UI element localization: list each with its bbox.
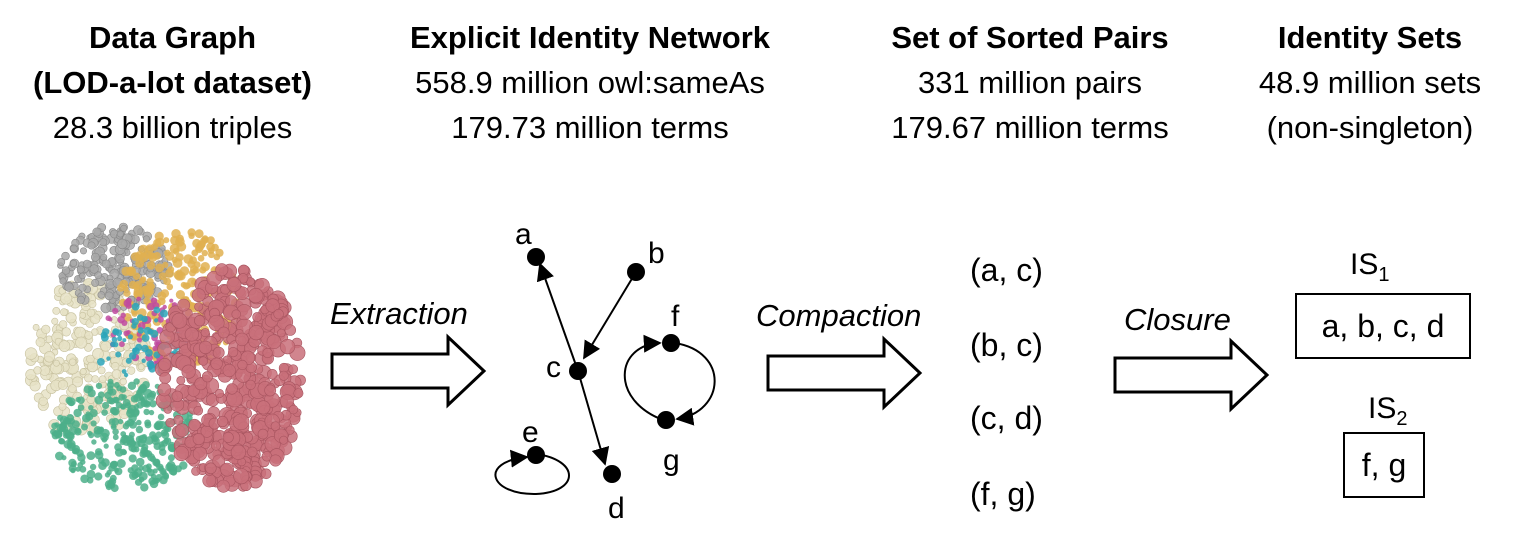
node-c xyxy=(569,362,587,380)
node-d xyxy=(603,465,621,483)
identity-network-line1: 558.9 million owl:sameAs xyxy=(415,65,765,100)
identity-sets-line1: 48.9 million sets xyxy=(1258,65,1482,100)
data-graph-detail: 28.3 billion triples xyxy=(52,110,293,145)
edge-f-g xyxy=(674,342,716,426)
pair-item: (c, d) xyxy=(970,400,1043,436)
identity-set-box-2: f, g xyxy=(1343,432,1425,498)
pair-item: (b, c) xyxy=(970,327,1043,363)
node-f xyxy=(662,334,680,352)
identity-set-members-2: f, g xyxy=(1361,446,1407,483)
compaction-label: Compaction xyxy=(756,298,922,333)
node-label-g: g xyxy=(663,444,680,477)
node-a xyxy=(527,248,545,266)
node-label-a: a xyxy=(515,218,532,251)
edge-g-f xyxy=(623,334,664,421)
header-identity-network: Explicit Identity Network 558.9 million … xyxy=(375,15,805,150)
identity-sets-title: Identity Sets xyxy=(1277,20,1463,55)
data-graph-title: Data Graph xyxy=(88,20,257,55)
pair-item: (f, g) xyxy=(970,476,1036,512)
node-label-c: c xyxy=(546,351,561,384)
node-b xyxy=(627,263,645,281)
closure-arrow xyxy=(1113,337,1270,413)
lod-cloud-image xyxy=(24,222,306,493)
node-label-e: e xyxy=(522,416,539,449)
node-g xyxy=(657,411,675,429)
header-identity-sets: Identity Sets 48.9 million sets (non-sin… xyxy=(1235,15,1505,150)
sorted-pairs-title: Set of Sorted Pairs xyxy=(891,20,1169,55)
closure-label: Closure xyxy=(1124,302,1231,337)
edge-b-c xyxy=(583,271,637,360)
pair-item: (a, c) xyxy=(970,252,1043,288)
compaction-arrow xyxy=(766,335,923,411)
edge-c-d xyxy=(577,370,610,466)
sorted-pairs-line1: 331 million pairs xyxy=(918,65,1142,100)
header-data-graph: Data Graph (LOD-a-lot dataset) 28.3 bill… xyxy=(15,15,330,150)
identity-sets-line2: (non-singleton) xyxy=(1266,110,1474,145)
identity-set-label-2: IS2 xyxy=(1368,392,1408,430)
extraction-arrow xyxy=(330,333,487,409)
extraction-label: Extraction xyxy=(330,296,468,331)
identity-set-label-1: IS1 xyxy=(1350,248,1390,286)
node-label-f: f xyxy=(671,300,680,333)
identity-network-line2: 179.73 million terms xyxy=(451,110,729,145)
data-graph-subtitle: (LOD-a-lot dataset) xyxy=(33,65,312,100)
node-label-b: b xyxy=(648,237,665,270)
node-label-d: d xyxy=(608,492,625,525)
edge-e-e xyxy=(494,449,570,496)
header-sorted-pairs: Set of Sorted Pairs 331 million pairs 17… xyxy=(850,15,1210,150)
node-e xyxy=(527,446,545,464)
edge-c-a xyxy=(536,262,579,372)
identity-set-box-1: a, b, c, d xyxy=(1295,293,1471,359)
identity-network-title: Explicit Identity Network xyxy=(409,20,770,55)
identity-set-members-1: a, b, c, d xyxy=(1321,307,1445,344)
sorted-pairs-line2: 179.67 million terms xyxy=(891,110,1169,145)
